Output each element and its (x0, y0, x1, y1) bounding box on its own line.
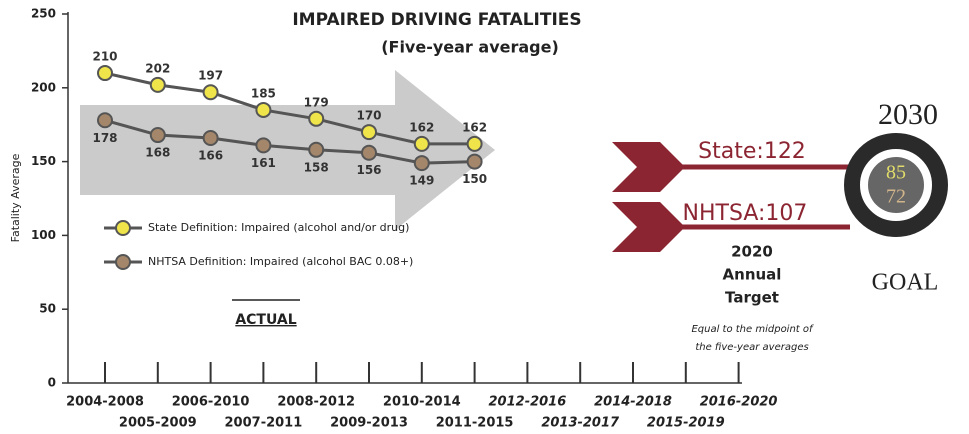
x-tick-label: 2013-2017 (541, 416, 620, 431)
data-point (149, 76, 166, 93)
target-title: Target (725, 289, 779, 307)
legend-marker (115, 220, 131, 236)
chart-subtitle: (Five-year average) (381, 38, 559, 57)
actual-label: ACTUAL (235, 312, 296, 328)
value-label: 179 (304, 95, 329, 109)
y-tick-label: 100 (31, 228, 56, 242)
x-tick-label: 2011-2015 (436, 416, 514, 431)
state-target: State:122 (698, 139, 806, 164)
data-point (202, 129, 219, 146)
data-point (466, 153, 483, 170)
value-label: 156 (356, 163, 381, 177)
y-tick-label: 250 (31, 7, 56, 21)
value-label: 202 (145, 61, 170, 75)
chevron (612, 142, 685, 192)
data-point (361, 144, 377, 161)
legend-label: NHTSA Definition: Impaired (alcohol BAC … (148, 255, 413, 268)
value-label: 170 (356, 109, 381, 123)
x-tick-label: 2015-2019 (647, 416, 725, 431)
goal-center (868, 157, 924, 213)
data-point (97, 112, 113, 129)
x-tick-label: 2005-2009 (119, 416, 197, 431)
goal-year: 2030 (878, 98, 938, 131)
value-label: 197 (198, 69, 223, 83)
data-point (97, 65, 113, 82)
y-tick-label: 0 (48, 376, 56, 390)
data-point (413, 155, 430, 172)
value-label: 185 (251, 86, 276, 100)
value-label: 162 (409, 120, 434, 134)
data-point (361, 124, 377, 141)
decorative-arrow (80, 70, 495, 230)
chevron (612, 202, 685, 252)
x-tick-label: 2009-2013 (330, 416, 408, 431)
target-note: the five-year averages (695, 342, 808, 353)
x-tick-label: 2014-2018 (594, 395, 672, 410)
value-label: 149 (409, 174, 434, 188)
value-label: 168 (145, 146, 170, 160)
x-tick-label: 2006-2010 (172, 395, 250, 410)
series-line (104, 71, 475, 146)
value-label: 166 (198, 148, 223, 162)
data-point (413, 135, 430, 152)
goal-label: GOAL (872, 270, 939, 296)
data-point (308, 141, 325, 158)
goal-ring (844, 133, 948, 237)
value-label: 162 (462, 120, 487, 134)
x-tick-label: 2010-2014 (383, 395, 461, 410)
value-label: 161 (251, 156, 276, 170)
legend-marker (115, 254, 131, 270)
x-tick-label: 2012-2016 (489, 395, 567, 410)
x-tick-label: 2004-2008 (66, 395, 144, 410)
x-tick-label: 2007-2011 (225, 416, 303, 431)
goal-state: 85 (886, 162, 906, 184)
target-title: Annual (723, 266, 782, 284)
y-axis-label: Fatality Average (9, 153, 22, 242)
value-label: 158 (304, 160, 329, 174)
nhtsa-target: NHTSA:107 (683, 201, 808, 226)
data-point (466, 135, 483, 152)
data-point (255, 101, 272, 118)
legend-label: State Definition: Impaired (alcohol and/… (148, 221, 409, 234)
value-label: 210 (92, 50, 117, 64)
value-label: 150 (462, 172, 487, 186)
value-label: 178 (92, 131, 117, 145)
target-title: 2020 (731, 243, 773, 261)
y-tick-label: 50 (39, 302, 56, 316)
y-tick-label: 200 (31, 80, 56, 94)
data-point (202, 84, 219, 101)
x-tick-label: 2008-2012 (277, 395, 355, 410)
series-line (104, 118, 475, 165)
data-point (255, 137, 272, 154)
data-point (308, 110, 325, 127)
x-tick-label: 2016-2020 (700, 395, 778, 410)
target-note: Equal to the midpoint of (691, 324, 814, 335)
data-point (149, 127, 166, 144)
chart-title: IMPAIRED DRIVING FATALITIES (292, 10, 581, 30)
y-tick-label: 150 (31, 154, 56, 168)
goal-nhtsa: 72 (886, 186, 906, 208)
